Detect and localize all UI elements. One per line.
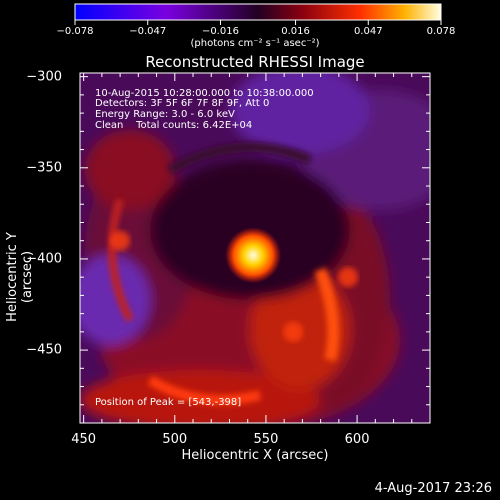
colorbar-tick-label: −0.016 bbox=[201, 26, 239, 37]
y-tick-label: −300 bbox=[26, 69, 62, 85]
secondary-feature bbox=[337, 267, 358, 288]
colorbar-tick-label: 0.078 bbox=[426, 26, 456, 37]
y-tick-label: −450 bbox=[26, 342, 62, 358]
secondary-feature bbox=[283, 321, 304, 342]
info-energy: Energy Range: 3.0 - 6.0 keV bbox=[95, 109, 235, 120]
x-tick-label: 450 bbox=[71, 432, 97, 447]
info-detectors: Detectors: 3F 5F 6F 7F 8F 9F, Att 0 bbox=[95, 98, 270, 109]
peak-marker bbox=[225, 227, 282, 284]
secondary-feature bbox=[110, 230, 131, 251]
x-tick-label: 550 bbox=[253, 432, 279, 447]
plot-frame bbox=[79, 72, 431, 424]
peak-position-label: Position of Peak = [543,-398] bbox=[95, 397, 242, 408]
y-tick-label: −400 bbox=[26, 251, 62, 267]
footer-date: 4-Aug-2017 23:26 bbox=[374, 481, 492, 496]
info-clean: Clean Total counts: 6.42E+04 bbox=[95, 120, 253, 131]
x-tick-label: 600 bbox=[344, 432, 370, 447]
colorbar-tick-label: −0.047 bbox=[129, 26, 167, 37]
y-axis-label: Heliocentric Y (arcsec) bbox=[5, 232, 35, 322]
colorbar-tick-label: −0.078 bbox=[56, 26, 94, 37]
colorbar-tick-label: 0.016 bbox=[281, 26, 310, 37]
peak-source bbox=[110, 227, 358, 342]
colorbar-unit-label: (photons cm⁻² s⁻¹ asec⁻²) bbox=[190, 38, 320, 49]
heatmap-image bbox=[80, 73, 430, 423]
info-time: 10-Aug-2015 10:28:00.000 to 10:38:00.000 bbox=[95, 88, 314, 99]
x-tick-label: 500 bbox=[162, 432, 188, 447]
x-axis-label: Heliocentric X (arcsec) bbox=[181, 448, 329, 463]
colorbar-tick-label: 0.047 bbox=[353, 26, 383, 37]
axis-ticks bbox=[80, 73, 430, 423]
colorbar-ticks bbox=[74, 20, 442, 25]
y-tick-label: −350 bbox=[26, 160, 62, 176]
chart-title: Reconstructed RHESSI Image bbox=[145, 53, 365, 71]
colorbar bbox=[74, 3, 442, 21]
